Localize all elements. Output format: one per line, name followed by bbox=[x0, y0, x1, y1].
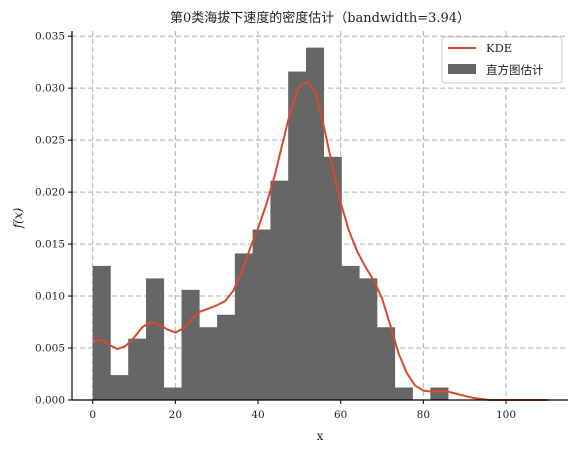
legend: KDE 直方图估计 bbox=[441, 36, 563, 84]
histogram-bar bbox=[163, 387, 182, 400]
x-tick-label: 0 bbox=[89, 409, 96, 421]
histogram-bar bbox=[341, 265, 360, 400]
x-tick-label: 80 bbox=[417, 409, 430, 421]
x-tick-label: 60 bbox=[334, 409, 347, 421]
histogram-bar bbox=[430, 387, 449, 400]
histogram-bar bbox=[359, 278, 378, 400]
histogram-bar bbox=[128, 338, 147, 400]
histogram-bar bbox=[234, 253, 253, 400]
histogram-bar bbox=[394, 387, 413, 400]
x-tick-label: 20 bbox=[169, 409, 182, 421]
histogram-bar bbox=[145, 278, 165, 400]
y-axis-label: f(x) bbox=[11, 207, 25, 229]
histogram-bar bbox=[217, 314, 236, 400]
y-tick-label: 0.000 bbox=[35, 395, 65, 407]
histogram-bar bbox=[252, 229, 271, 400]
y-tick-label: 0.030 bbox=[35, 83, 65, 95]
kde-curve bbox=[92, 80, 548, 401]
histogram-bar bbox=[270, 180, 289, 400]
x-tick-label: 100 bbox=[496, 409, 516, 421]
y-tick-label: 0.005 bbox=[35, 343, 65, 355]
tick-labels: 0 20 40 60 80 100 0.000 0.005 0.010 0.015 0.020 0.0… bbox=[35, 31, 516, 421]
histogram-bar bbox=[199, 327, 218, 400]
x-tick-label: 40 bbox=[251, 409, 264, 421]
legend-histogram-label: 直方图估计 bbox=[486, 63, 544, 77]
x-axis-label: x bbox=[317, 429, 324, 443]
y-tick-label: 0.035 bbox=[35, 31, 65, 43]
histogram-bar bbox=[110, 375, 129, 400]
y-tick-label: 0.020 bbox=[35, 187, 65, 199]
legend-kde-label: KDE bbox=[486, 41, 512, 55]
histogram-bar bbox=[181, 289, 200, 400]
histogram-bar bbox=[323, 156, 342, 400]
kde-line bbox=[92, 80, 548, 401]
histogram-bar bbox=[288, 71, 307, 400]
axes bbox=[68, 31, 568, 404]
histogram-bar bbox=[377, 327, 396, 400]
y-tick-label: 0.025 bbox=[35, 135, 65, 147]
y-tick-label: 0.010 bbox=[35, 291, 65, 303]
legend-histogram-swatch bbox=[448, 64, 476, 74]
chart-title: 第0类海拔下速度的密度估计（bandwidth=3.94） bbox=[170, 10, 470, 26]
y-tick-label: 0.015 bbox=[35, 239, 65, 251]
histogram-bars bbox=[92, 47, 449, 401]
histogram-bar bbox=[305, 47, 325, 401]
histogram-bar bbox=[92, 265, 111, 400]
